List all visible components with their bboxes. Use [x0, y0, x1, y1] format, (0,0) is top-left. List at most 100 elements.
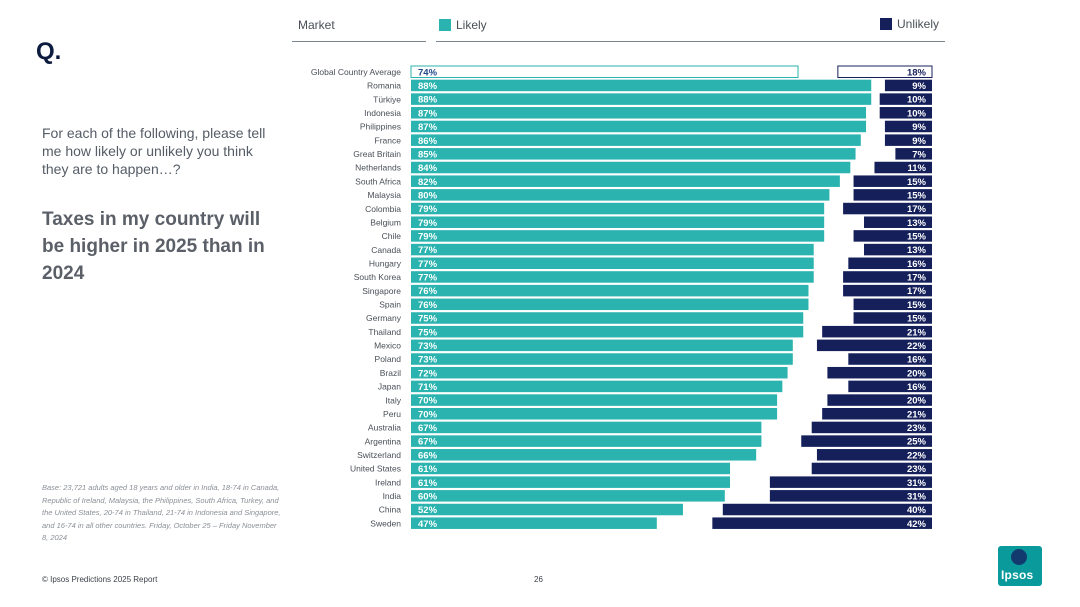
likely-value-label: 73% [418, 355, 438, 366]
likely-bar [411, 476, 731, 488]
likely-bar [411, 435, 762, 447]
unlikely-bar [827, 394, 932, 406]
unlikely-bar [837, 65, 933, 78]
legend-likely-swatch [439, 19, 451, 31]
unlikely-bar [816, 449, 932, 461]
likely-bar [411, 490, 725, 502]
likely-bar [411, 161, 851, 174]
market-label: Peru [383, 409, 401, 419]
likely-value-label: 76% [418, 300, 438, 311]
unlikely-bar [801, 435, 932, 447]
likely-value-label: 70% [418, 396, 438, 407]
unlikely-bar [884, 120, 932, 133]
unlikely-bar [853, 298, 932, 311]
page-title: Taxes in my country will be higher in 20… [42, 209, 265, 284]
unlikely-value-label: 9% [912, 136, 926, 147]
likely-bar [411, 366, 788, 379]
unlikely-value-label: 20% [907, 396, 927, 407]
market-label: Mexico [374, 341, 401, 351]
unlikely-bar [827, 366, 932, 379]
likely-value-label: 79% [418, 218, 438, 229]
likely-value-label: 80% [418, 190, 438, 201]
unlikely-bar [822, 325, 932, 338]
market-label: Netherlands [355, 163, 401, 173]
unlikely-value-label: 22% [907, 450, 927, 461]
likely-bar [411, 353, 793, 365]
likely-bar [411, 298, 809, 311]
likely-value-label: 75% [418, 314, 438, 325]
likely-bar [411, 230, 825, 242]
market-label: Sweden [370, 518, 401, 528]
likely-value-label: 79% [418, 232, 438, 243]
likely-value-label: 61% [418, 464, 438, 475]
legend-unlikely-swatch [880, 18, 892, 30]
market-label: Australia [368, 423, 401, 433]
unlikely-value-label: 15% [907, 314, 927, 325]
unlikely-value-label: 11% [908, 163, 927, 174]
market-label: Romania [367, 81, 401, 91]
likely-value-label: 67% [418, 437, 438, 448]
market-label: Italy [385, 395, 401, 405]
unlikely-value-label: 40% [907, 505, 927, 516]
unlikely-value-label: 21% [907, 327, 927, 338]
unlikely-bar [884, 79, 932, 92]
unlikely-bar [848, 353, 932, 365]
page-number: 26 [534, 575, 543, 584]
unlikely-bar [848, 380, 932, 393]
likely-value-label: 88% [418, 95, 438, 106]
likely-bar [411, 120, 867, 133]
unlikely-value-label: 25% [907, 437, 927, 448]
likely-value-label: 61% [418, 478, 438, 489]
unlikely-value-label: 15% [907, 300, 927, 311]
unlikely-value-label: 10% [907, 95, 927, 106]
likely-bar [411, 517, 657, 529]
market-label: Türkiye [373, 94, 401, 104]
market-label: Switzerland [357, 450, 401, 460]
market-label: Japan [378, 382, 401, 392]
likely-value-label: 88% [418, 81, 438, 92]
market-label: Ireland [375, 477, 401, 487]
unlikely-value-label: 31% [907, 491, 927, 502]
likely-bar [411, 148, 856, 160]
market-label: Colombia [365, 204, 401, 214]
likely-bar [411, 312, 804, 324]
ipsos-logo: Ipsos [998, 546, 1042, 586]
unlikely-value-label: 7% [912, 149, 926, 160]
likely-value-label: 76% [418, 286, 438, 297]
unlikely-value-label: 17% [907, 286, 927, 297]
likely-value-label: 70% [418, 409, 438, 420]
legend-likely-label: Likely [456, 18, 487, 32]
unlikely-value-label: 23% [907, 423, 927, 434]
market-label: Canada [371, 245, 401, 255]
unlikely-value-label: 31% [907, 478, 927, 489]
likely-value-label: 73% [418, 341, 438, 352]
unlikely-value-label: 21% [907, 409, 927, 420]
likely-bar [411, 216, 825, 228]
likely-value-label: 71% [418, 382, 438, 393]
ipsos-logo-text: Ipsos [1001, 568, 1034, 582]
question-mark-logo: Q. [36, 38, 62, 65]
likely-value-label: 75% [418, 327, 438, 338]
unlikely-bar [722, 503, 932, 516]
likely-bar [411, 79, 872, 92]
market-label: Hungary [369, 258, 402, 268]
unlikely-value-label: 17% [907, 204, 927, 215]
legend-unlikely-label: Unlikely [897, 17, 940, 31]
unlikely-bar [895, 148, 932, 160]
likely-value-label: 77% [418, 259, 438, 270]
likely-value-label: 60% [418, 491, 438, 502]
unlikely-bar [769, 476, 932, 488]
unlikely-bar [843, 284, 932, 297]
likely-value-label: 85% [418, 149, 438, 160]
unlikely-value-label: 13% [907, 245, 927, 256]
market-label: Thailand [368, 327, 401, 337]
unlikely-bar [879, 93, 932, 105]
market-label: South Korea [354, 272, 402, 282]
likely-bar [411, 189, 830, 201]
likely-value-label: 82% [418, 177, 438, 188]
likely-bar [411, 462, 731, 475]
likely-bar [411, 257, 814, 270]
likely-bar [411, 380, 783, 393]
likely-bar [411, 394, 778, 406]
